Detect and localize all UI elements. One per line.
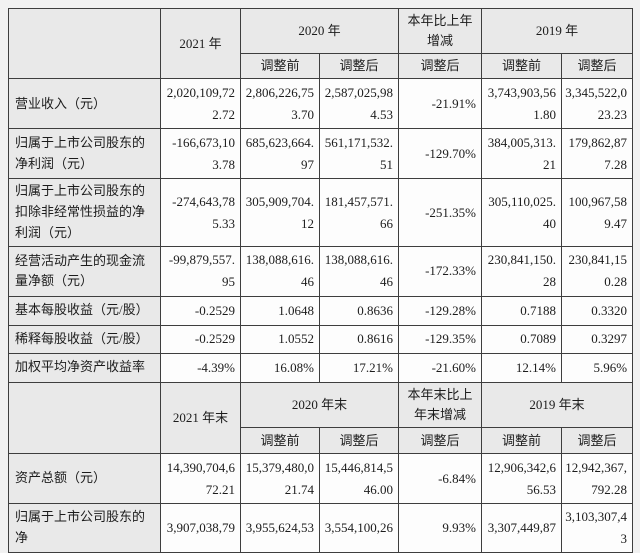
cell-2019-after: 100,967,589.47 (561, 178, 634, 247)
section1-subheader-change-after: 调整后 (398, 53, 483, 80)
section1-header-adjust-row: 调整前 调整后 调整后 调整前 调整后 (9, 53, 634, 80)
section1-header-years-row: 2021 年 2020 年 本年比上年增减 2019 年 (8, 7, 634, 80)
section2-subheader-2019-after: 调整后 (561, 427, 634, 455)
row-label: 归属于上市公司股东的净利润（元） (8, 128, 161, 180)
cell-2019-before: 0.7089 (481, 324, 563, 354)
section1-subheader-2020-before: 调整前 (240, 53, 320, 80)
cell-2019-after: 5.96% (561, 352, 634, 383)
row-label: 归属于上市公司股东的净 (8, 503, 161, 553)
table-row-net-profit-deducted: 归属于上市公司股东的扣除非经常性损益的净利润（元） -274,643,785.3… (8, 178, 634, 247)
section2-header-2020: 2020 年末 (239, 381, 400, 429)
cell-2020-before: 2,806,226,753.70 (240, 78, 320, 130)
cell-2021: -274,643,785.33 (160, 178, 241, 247)
cell-change: -21.91% (398, 78, 483, 130)
cell-2021: 14,390,704,672.21 (160, 453, 241, 505)
cell-change: -172.33% (398, 245, 483, 297)
section2-header-2019: 2019 年末 (481, 381, 634, 429)
cell-2020-after: 0.8616 (318, 324, 400, 354)
cell-change: -129.70% (398, 128, 483, 180)
cell-2019-after: 179,862,877.28 (561, 128, 634, 180)
section1-subheader-2019-after: 调整后 (561, 53, 634, 80)
section2-header-years-row: 2021 年末 2020 年末 本年末比上年末增减 2019 年末 (8, 381, 634, 455)
cell-2019-before: 12,906,342,656.53 (481, 453, 563, 505)
cell-2020-after: 2,587,025,984.53 (318, 78, 400, 130)
section1-header-corner (8, 7, 161, 80)
cell-2019-before: 384,005,313.21 (481, 128, 563, 180)
cell-2021: -4.39% (160, 352, 241, 383)
cell-2021: 2,020,109,722.72 (160, 78, 241, 130)
section1-header-2021: 2021 年 (160, 7, 241, 80)
cell-2020-before: 1.0552 (240, 324, 320, 354)
section1-subheader-2019-before: 调整前 (481, 53, 563, 80)
section2-header-adjust-row: 调整前 调整后 调整后 调整前 调整后 (9, 427, 634, 455)
section2-subheader-change-after: 调整后 (398, 427, 483, 455)
row-label: 归属于上市公司股东的扣除非经常性损益的净利润（元） (8, 178, 161, 247)
section1-subheader-2020-after: 调整后 (318, 53, 400, 80)
row-label: 基本每股收益（元/股） (8, 295, 161, 326)
cell-change: -251.35% (398, 178, 483, 247)
cell-2020-after: 15,446,814,546.00 (318, 453, 400, 505)
cell-2020-before: 305,909,704.12 (240, 178, 320, 247)
cell-2019-after: 0.3320 (561, 295, 634, 326)
table-row-total-assets: 资产总额（元） 14,390,704,672.21 15,379,480,021… (8, 453, 634, 505)
cell-change: -21.60% (398, 352, 483, 383)
cell-2019-before: 305,110,025.40 (481, 178, 563, 247)
cell-2021: -99,879,557.95 (160, 245, 241, 297)
row-label: 稀释每股收益（元/股） (8, 324, 161, 354)
cell-change: -129.28% (398, 295, 483, 326)
cell-2020-after: 3,554,100,26 (318, 503, 400, 553)
cell-2021: 3,907,038,79 (160, 503, 241, 553)
cell-2020-before: 15,379,480,021.74 (240, 453, 320, 505)
section1-header-2019: 2019 年 (481, 7, 634, 55)
financial-summary-table: 2021 年 2020 年 本年比上年增减 2019 年 调整前 调整后 调整后… (8, 7, 634, 553)
cell-change: 9.93% (398, 503, 483, 553)
section2-header-change: 本年末比上年末增减 (398, 381, 483, 429)
cell-2020-before: 1.0648 (240, 295, 320, 326)
section1-header-change: 本年比上年增减 (398, 7, 483, 55)
row-label: 经营活动产生的现金流量净额（元） (8, 245, 161, 297)
cell-2019-after: 3,103,307,43 (561, 503, 634, 553)
cell-change: -129.35% (398, 324, 483, 354)
cell-2019-after: 230,841,150.28 (561, 245, 634, 297)
section2-subheader-2019-before: 调整前 (481, 427, 563, 455)
cell-2020-after: 138,088,616.46 (318, 245, 400, 297)
cell-2019-before: 230,841,150.28 (481, 245, 563, 297)
table-row-net-assets-truncated: 归属于上市公司股东的净 3,907,038,79 3,955,624,53 3,… (8, 503, 634, 553)
section2-header-2021: 2021 年末 (160, 381, 241, 455)
cell-2020-before: 138,088,616.46 (240, 245, 320, 297)
cell-2019-after: 3,345,522,023.23 (561, 78, 634, 130)
row-label: 加权平均净资产收益率 (8, 352, 161, 383)
cell-2021: -0.2529 (160, 295, 241, 326)
table-row-diluted-eps: 稀释每股收益（元/股） -0.2529 1.0552 0.8616 -129.3… (8, 324, 634, 354)
section1-header-2020: 2020 年 (239, 7, 400, 55)
table-row-weighted-avg-roe: 加权平均净资产收益率 -4.39% 16.08% 17.21% -21.60% … (8, 352, 634, 383)
cell-2019-before: 3,307,449,87 (481, 503, 563, 553)
cell-2020-before: 685,623,664.97 (240, 128, 320, 180)
section2-subheader-2020-after: 调整后 (318, 427, 400, 455)
cell-2019-before: 12.14% (481, 352, 563, 383)
cell-2020-after: 561,171,532.51 (318, 128, 400, 180)
cell-2020-before: 3,955,624,53 (240, 503, 320, 553)
cell-2020-before: 16.08% (240, 352, 320, 383)
cell-2020-after: 17.21% (318, 352, 400, 383)
cell-2019-before: 3,743,903,561.80 (481, 78, 563, 130)
table-row-revenue: 营业收入（元） 2,020,109,722.72 2,806,226,753.7… (8, 78, 634, 130)
cell-2021: -0.2529 (160, 324, 241, 354)
cell-2019-before: 0.7188 (481, 295, 563, 326)
section2-subheader-2020-before: 调整前 (240, 427, 320, 455)
cell-change: -6.84% (398, 453, 483, 505)
table-row-net-profit: 归属于上市公司股东的净利润（元） -166,673,103.78 685,623… (8, 128, 634, 180)
cell-2020-after: 0.8636 (318, 295, 400, 326)
cell-2021: -166,673,103.78 (160, 128, 241, 180)
cell-2020-after: 181,457,571.66 (318, 178, 400, 247)
cell-2019-after: 0.3297 (561, 324, 634, 354)
table-row-operating-cash-flow: 经营活动产生的现金流量净额（元） -99,879,557.95 138,088,… (8, 245, 634, 297)
row-label: 营业收入（元） (8, 78, 161, 130)
section2-header-corner (8, 381, 161, 455)
cell-2019-after: 12,942,367,792.28 (561, 453, 634, 505)
table-row-basic-eps: 基本每股收益（元/股） -0.2529 1.0648 0.8636 -129.2… (8, 295, 634, 326)
row-label: 资产总额（元） (8, 453, 161, 505)
